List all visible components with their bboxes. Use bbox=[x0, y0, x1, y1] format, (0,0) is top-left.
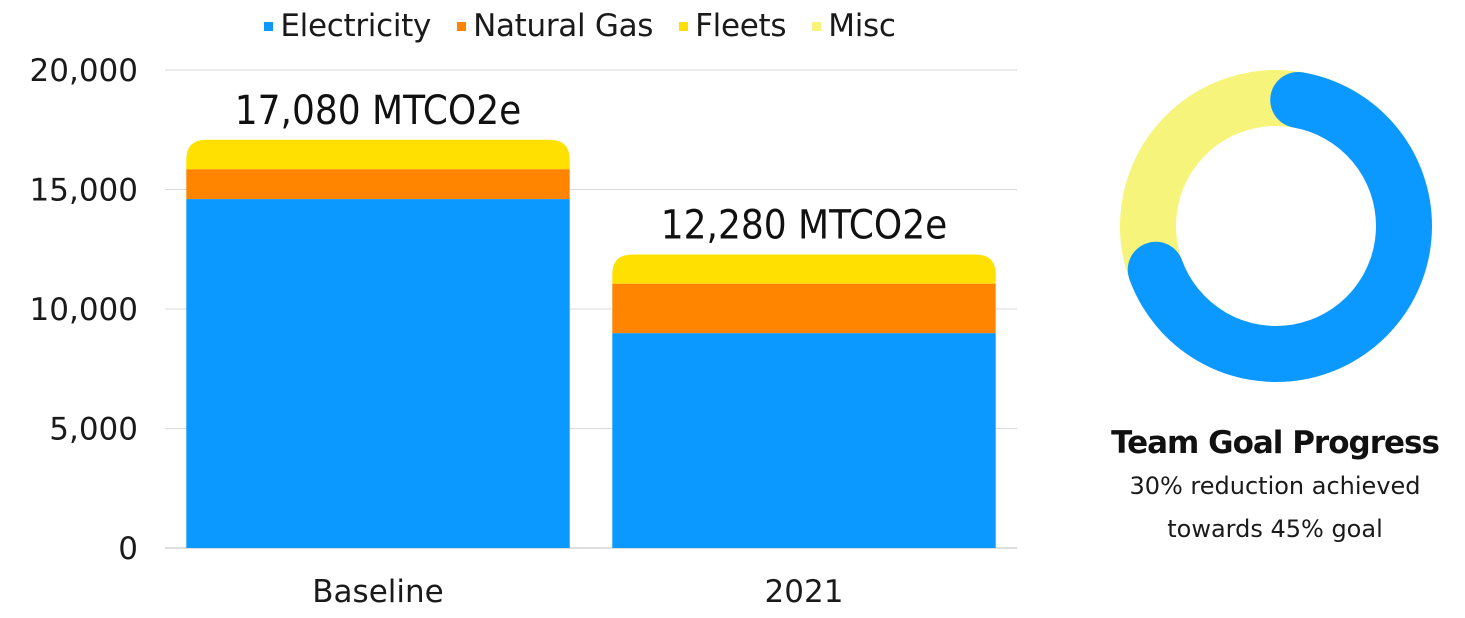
legend-label-natural-gas: Natural Gas bbox=[473, 8, 654, 44]
y-tick-label: 10,000 bbox=[30, 292, 138, 328]
legend-item-electricity: Electricity bbox=[264, 8, 431, 44]
x-category-label: 2021 bbox=[765, 574, 844, 610]
goal-progress-panel: Team Goal Progress 30% reduction achieve… bbox=[1090, 425, 1460, 551]
bar-total-label: 17,080 MTCO2e bbox=[235, 88, 521, 134]
bar-segment-natural-gas bbox=[612, 283, 996, 334]
bar-segment-natural-gas bbox=[186, 169, 570, 200]
legend-item-fleets: Fleets bbox=[679, 8, 787, 44]
bar-total-label: 12,280 MTCO2e bbox=[661, 203, 947, 249]
bar-segment-fleets bbox=[186, 139, 570, 170]
stacked-bars bbox=[186, 139, 996, 548]
legend-item-natural-gas: Natural Gas bbox=[457, 8, 653, 44]
goal-title: Team Goal Progress bbox=[1111, 425, 1440, 461]
y-tick-label: 20,000 bbox=[30, 53, 138, 89]
y-tick-label: 5,000 bbox=[49, 412, 138, 448]
legend-label-misc: Misc bbox=[828, 8, 896, 44]
chart-legend: Electricity Natural Gas Fleets Misc bbox=[0, 8, 1160, 44]
x-category-label: Baseline bbox=[312, 574, 443, 610]
legend-label-fleets: Fleets bbox=[695, 8, 787, 44]
bar-segment-electricity bbox=[612, 333, 996, 548]
legend-swatch-fleets bbox=[679, 21, 689, 31]
y-axis-ticks: 0 5,000 10,000 15,000 20,000 bbox=[30, 53, 138, 567]
y-tick-label: 15,000 bbox=[30, 173, 138, 209]
y-tick-label: 0 bbox=[118, 531, 138, 567]
donut-slice-achieved bbox=[1127, 71, 1432, 382]
goal-subtitle-line-1: 30% reduction achieved bbox=[1129, 472, 1421, 500]
donut-slice-remaining bbox=[1120, 70, 1304, 280]
legend-item-misc: Misc bbox=[812, 8, 896, 44]
goal-progress-donut bbox=[1120, 70, 1432, 382]
x-axis-categories: Baseline 2021 bbox=[312, 574, 843, 610]
goal-subtitle: 30% reduction achieved towards 45% goal bbox=[1090, 465, 1460, 551]
bar-segment-electricity bbox=[186, 199, 570, 548]
legend-swatch-misc bbox=[812, 21, 822, 31]
legend-swatch-electricity bbox=[264, 21, 274, 31]
legend-swatch-natural-gas bbox=[457, 21, 467, 31]
bar-total-labels: 17,080 MTCO2e 12,280 MTCO2e bbox=[235, 88, 947, 249]
legend-label-electricity: Electricity bbox=[280, 8, 432, 44]
bar-segment-fleets bbox=[612, 254, 996, 284]
goal-subtitle-line-2: towards 45% goal bbox=[1167, 515, 1383, 543]
